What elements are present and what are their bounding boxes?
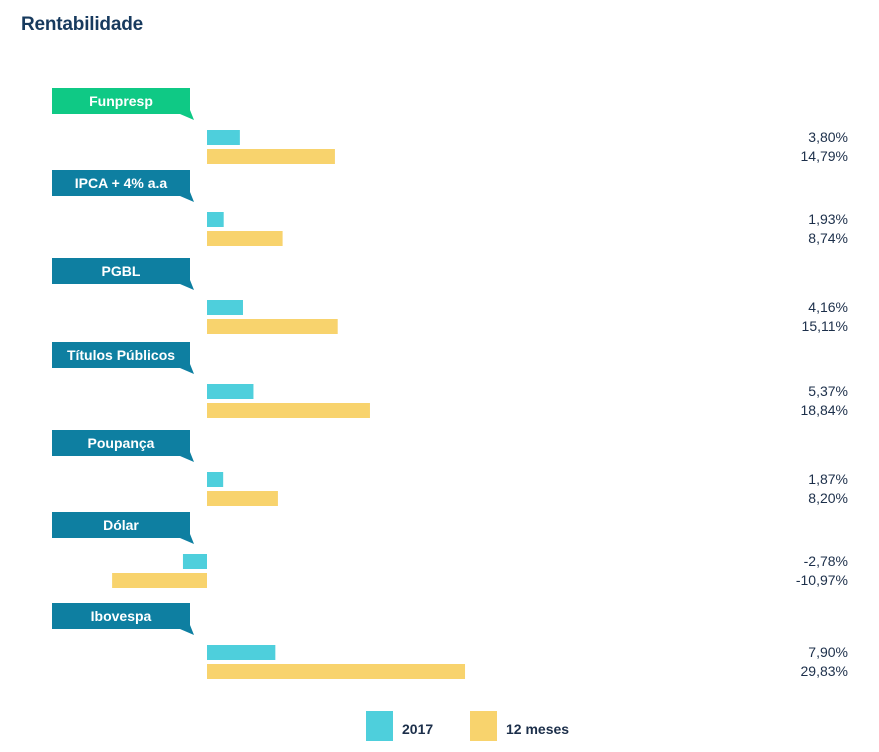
category-label: Dólar bbox=[103, 517, 139, 533]
category-tag bbox=[52, 258, 194, 290]
value-label-2017: 5,37% bbox=[808, 383, 848, 399]
value-label-12-meses: 8,20% bbox=[808, 490, 848, 506]
bar-2017 bbox=[207, 645, 276, 660]
category-tag bbox=[52, 512, 194, 544]
value-label-2017: 3,80% bbox=[808, 129, 848, 145]
legend-item-2017: 2017 bbox=[366, 711, 433, 741]
category-label: Títulos Públicos bbox=[67, 347, 175, 363]
value-label-12-meses: 29,83% bbox=[801, 663, 848, 679]
legend-item-12-meses: 12 meses bbox=[470, 711, 569, 741]
category-label: PGBL bbox=[102, 263, 141, 279]
category-label: Funpresp bbox=[89, 93, 153, 109]
bar-12-meses bbox=[207, 403, 370, 418]
bar-2017 bbox=[207, 212, 224, 227]
value-label-2017: 7,90% bbox=[808, 644, 848, 660]
legend-swatch bbox=[470, 711, 497, 741]
legend: 2017 12 meses bbox=[366, 711, 569, 741]
bar-12-meses bbox=[207, 149, 335, 164]
chart-title: Rentabilidade bbox=[21, 14, 143, 35]
value-label-12-meses: 8,74% bbox=[808, 230, 848, 246]
category-groups: Funpresp 3,80% 14,79% IPCA + 4% a.a 1,93% 8,7… bbox=[52, 88, 848, 679]
value-label-2017: 1,93% bbox=[808, 211, 848, 227]
category-tag bbox=[52, 603, 194, 635]
category-group-pgbl: PGBL 4,16% 15,11% bbox=[52, 258, 848, 334]
category-group-titulos-publicos: Títulos Públicos 5,37% 18,84% bbox=[52, 342, 848, 418]
category-group-ipca-4-a-a: IPCA + 4% a.a 1,93% 8,74% bbox=[52, 170, 848, 246]
category-group-funpresp: Funpresp 3,80% 14,79% bbox=[52, 88, 848, 164]
value-label-2017: -2,78% bbox=[804, 553, 848, 569]
value-label-2017: 4,16% bbox=[808, 299, 848, 315]
category-tag bbox=[52, 170, 194, 202]
category-label: Ibovespa bbox=[91, 608, 152, 624]
value-label-12-meses: -10,97% bbox=[796, 572, 848, 588]
category-tag bbox=[52, 342, 194, 374]
bar-12-meses bbox=[112, 573, 207, 588]
value-label-12-meses: 14,79% bbox=[801, 148, 848, 164]
bar-2017 bbox=[207, 472, 224, 487]
legend-label: 2017 bbox=[402, 721, 433, 737]
category-group-ibovespa: Ibovespa 7,90% 29,83% bbox=[52, 603, 848, 679]
bar-12-meses bbox=[207, 319, 338, 334]
bar-2017 bbox=[207, 130, 240, 145]
bar-2017 bbox=[182, 554, 207, 569]
bar-2017 bbox=[207, 384, 254, 399]
category-tag bbox=[52, 430, 194, 462]
category-tag bbox=[52, 88, 194, 120]
category-group-poupanca: Poupança 1,87% 8,20% bbox=[52, 430, 848, 506]
category-label: IPCA + 4% a.a bbox=[75, 175, 168, 191]
category-group-dolar: Dólar -2,78% -10,97% bbox=[52, 512, 848, 588]
value-label-2017: 1,87% bbox=[808, 471, 848, 487]
value-label-12-meses: 15,11% bbox=[802, 318, 848, 334]
legend-swatch bbox=[366, 711, 393, 741]
bar-12-meses bbox=[207, 664, 466, 679]
bar-2017 bbox=[207, 300, 243, 315]
category-label: Poupança bbox=[88, 435, 155, 451]
bar-12-meses bbox=[207, 231, 283, 246]
value-label-12-meses: 18,84% bbox=[801, 402, 848, 418]
bar-12-meses bbox=[207, 491, 278, 506]
legend-label: 12 meses bbox=[506, 721, 569, 737]
